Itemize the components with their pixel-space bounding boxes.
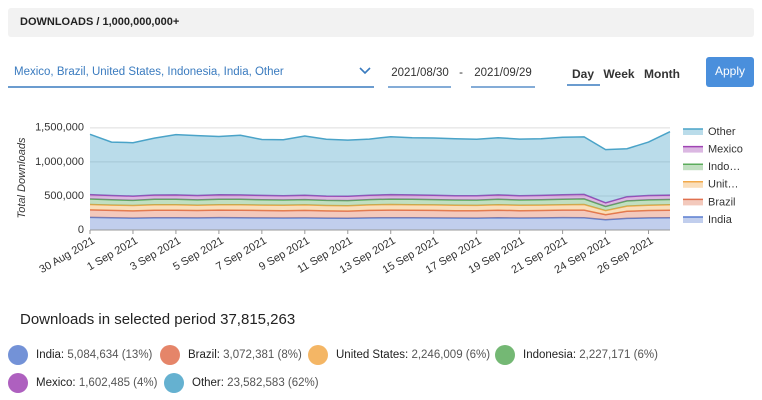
country-filter[interactable]: Mexico, Brazil, United States, Indonesia… [14,66,284,78]
legend-label: Mexico [708,144,743,156]
legend-swatch [683,199,703,205]
y-tick-label: 500,000 [44,190,84,202]
summary-label: Indonesia: [523,349,576,361]
summary-label: United States: [336,349,408,361]
summary-item: Other: 23,582,583 (62%) [192,377,319,389]
month-button[interactable]: Month [644,67,680,81]
y-tick-label: 0 [78,224,84,236]
apply-label[interactable]: Apply [715,64,745,78]
summary-swatch [8,373,28,393]
summary-swatch [8,345,28,365]
legend-label: Unit… [708,179,739,191]
summary-detail: 1,602,485 (4%) [79,377,158,389]
week-button[interactable]: Week [603,67,634,81]
summary-label: Other: [192,377,224,389]
summary-swatch [495,345,515,365]
day-button[interactable]: Day [572,67,594,81]
legend-label: Indo… [708,161,740,173]
legend-swatch [683,164,703,170]
summary-detail: 2,227,171 (6%) [579,349,658,361]
legend-swatch [683,217,703,223]
summary-detail: 3,072,381 (8%) [223,349,302,361]
dropdown-chevron[interactable] [360,68,370,73]
summary-label: Brazil: [188,349,220,361]
summary-item: India: 5,084,634 (13%) [36,349,153,361]
area-fill [90,217,670,230]
summary-detail: 23,582,583 (62%) [227,377,319,389]
summary-label: India: [36,349,64,361]
summary-item: United States: 2,246,009 (6%) [336,349,490,361]
summary-item: Mexico: 1,602,485 (4%) [36,377,158,389]
legend-swatch [683,147,703,153]
date-separator: - [459,67,463,79]
summary-item: Indonesia: 2,227,171 (6%) [523,349,658,361]
legend-swatch [683,182,703,188]
header-title: DOWNLOADS / 1,000,000,000+ [20,16,179,28]
start-date[interactable]: 2021/08/30 [391,67,449,79]
summary-detail: 5,084,634 (13%) [67,349,152,361]
summary-title: Downloads in selected period 37,815,263 [20,311,295,328]
summary-swatch [164,373,184,393]
summary-item: Brazil: 3,072,381 (8%) [188,349,302,361]
y-axis-title: Total Downloads [16,137,28,218]
legend-swatch [683,129,703,135]
y-tick-label: 1,000,000 [35,156,84,168]
legend-label: Other [708,126,736,138]
area-fill [90,132,670,203]
summary-swatch [160,345,180,365]
summary-swatch [308,345,328,365]
y-tick-label: 1,500,000 [35,122,84,134]
legend-label: India [708,214,733,226]
summary-detail: 2,246,009 (6%) [411,349,490,361]
end-date[interactable]: 2021/09/29 [474,67,532,79]
summary-label: Mexico: [36,377,76,389]
x-tick-label: 30 Aug 2021 [37,235,97,276]
legend-label: Brazil [708,196,736,208]
